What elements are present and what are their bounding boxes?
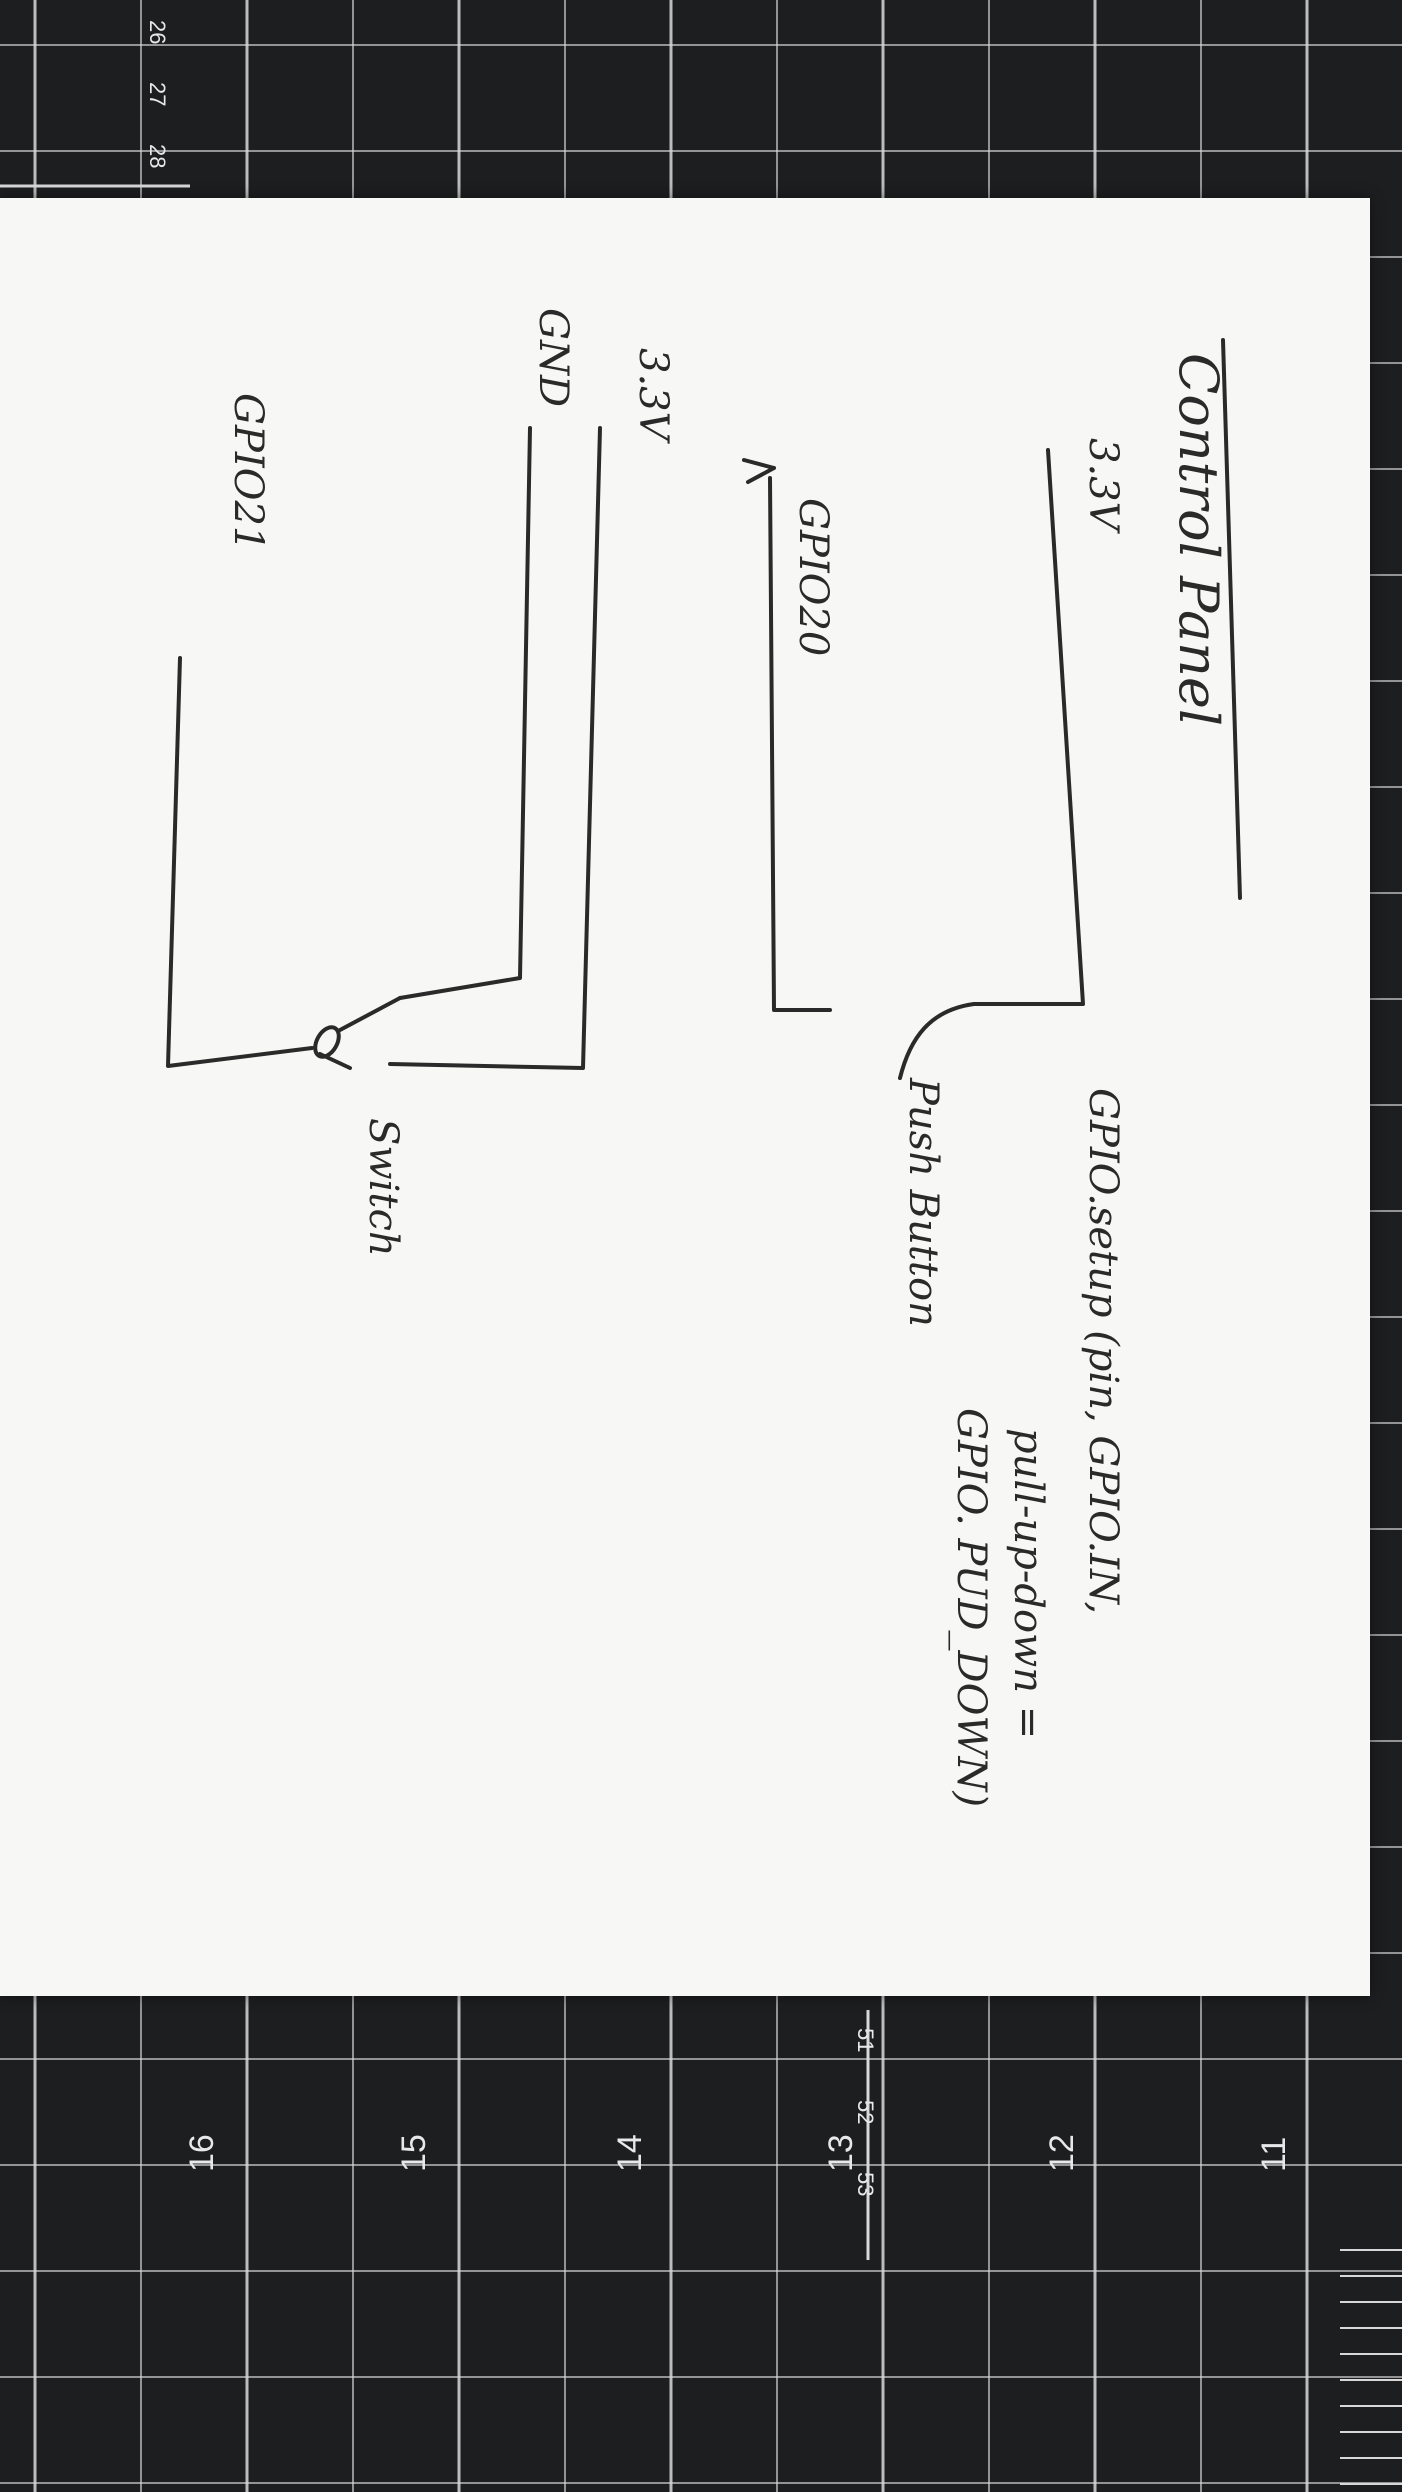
scale-number: 12 (1043, 2134, 1081, 2172)
ruler-number: 52 (853, 2100, 878, 2124)
push-button-contact (898, 1002, 976, 1080)
ruler-number: 53 (853, 2172, 878, 2196)
wire-3v3-second (388, 426, 602, 1070)
ruler-number: 27 (145, 82, 170, 106)
label-3v3-top: 3.3V (1080, 438, 1126, 535)
ruler-number: 26 (145, 20, 170, 44)
label-gpio20: GPIO20 (790, 498, 836, 656)
bottom-ruler: 26 27 28 (0, 20, 190, 188)
paper-sheet: Control Panel 3.3V GPIO20 GND 3.3V GPIO2… (0, 198, 1370, 1996)
code-line-2: pull-up-down = (1005, 1428, 1051, 1739)
label-gnd: GND (530, 308, 576, 407)
wire-gpio21 (166, 656, 314, 1068)
wire-gpio20 (768, 476, 832, 1012)
scale-number: 13 (822, 2134, 860, 2172)
code-line-1: GPIO.setup (pin, GPIO.IN, (1080, 1088, 1126, 1614)
top-ruler: 51 52 53 (853, 2010, 878, 2260)
label-switch: Switch (360, 1118, 406, 1257)
scale-number: 15 (395, 2134, 433, 2172)
scale-number: 11 (1255, 2137, 1293, 2172)
circuit-sketch: Control Panel 3.3V GPIO20 GND 3.3V GPIO2… (166, 308, 1242, 1807)
label-3v3-second: 3.3V (630, 348, 676, 445)
scale-number: 16 (183, 2134, 221, 2172)
ruler-number: 51 (853, 2028, 878, 2052)
left-scale: 11 12 13 14 15 16 (183, 2134, 1293, 2172)
label-gpio21: GPIO21 (225, 393, 271, 551)
wire-gnd (398, 426, 532, 1000)
diagram-title: Control Panel (1167, 353, 1230, 726)
ruler-number: 28 (145, 144, 170, 168)
switch-lever (318, 996, 402, 1070)
wire-3v3-pushbutton (972, 448, 1085, 1006)
label-push-button: Push Button (900, 1077, 946, 1327)
code-line-3: GPIO. PUD_DOWN) (948, 1408, 994, 1807)
gpio20-arrow-icon (742, 458, 776, 484)
switch-symbol-icon (313, 1025, 341, 1059)
scale-number: 14 (611, 2134, 649, 2172)
title-underline (1221, 338, 1242, 900)
